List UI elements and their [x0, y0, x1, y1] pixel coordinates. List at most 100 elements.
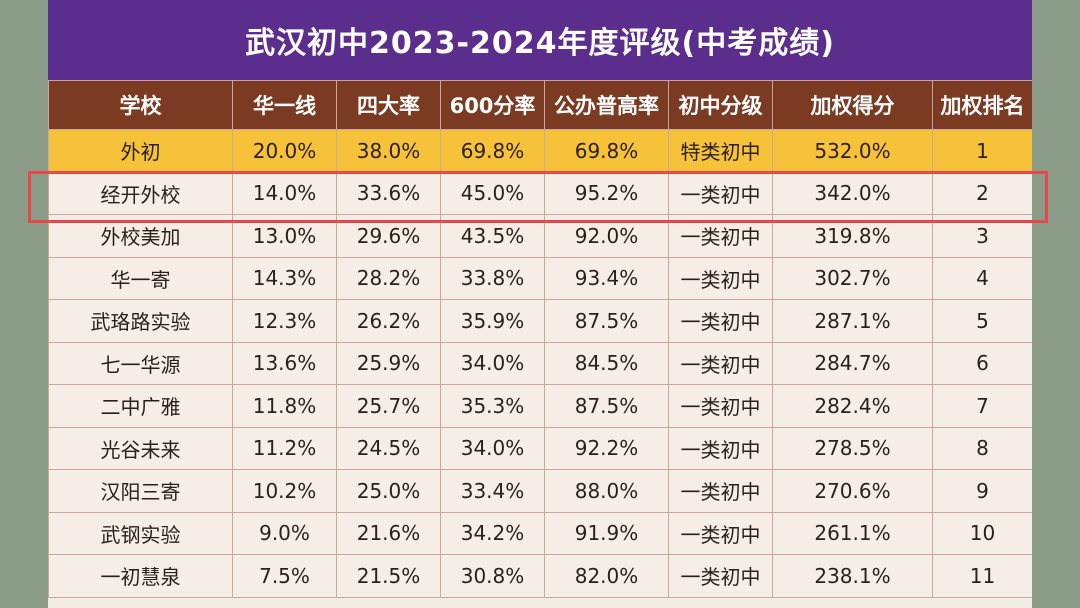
table-cell: 45.0% — [440, 171, 545, 215]
table-row: 二中广雅 11.8% 25.7% 35.3% 87.5% 一类初中 282.4% 7 — [48, 384, 1032, 428]
table-cell: 8 — [932, 426, 1032, 470]
table-cell: 20.0% — [232, 129, 337, 173]
table-cell: 一初慧泉 — [48, 554, 233, 598]
table-cell: 14.3% — [232, 256, 337, 300]
table-row: 经开外校 14.0% 33.6% 45.0% 95.2% 一类初中 342.0% 2 — [48, 171, 1032, 215]
column-header: 华一线 — [232, 80, 337, 130]
table-cell: 33.4% — [440, 469, 545, 513]
table-cell: 一类初中 — [668, 511, 773, 555]
table-row: 汉阳三寄 10.2% 25.0% 33.4% 88.0% 一类初中 270.6% 9 — [48, 469, 1032, 513]
table-cell: 12.3% — [232, 299, 337, 343]
table-cell: 69.8% — [440, 129, 545, 173]
column-header: 加权排名 — [932, 80, 1032, 130]
table-cell: 284.7% — [772, 341, 933, 385]
table-cell: 95.2% — [544, 171, 669, 215]
table-cell: 汉阳三寄 — [48, 469, 233, 513]
table-cell: 一类初中 — [668, 469, 773, 513]
table-cell: 一类初中 — [668, 256, 773, 300]
table-cell: 特类初中 — [668, 129, 773, 173]
table-cell: 华一寄 — [48, 256, 233, 300]
header-row: 学校 华一线 四大率 600分率 公办普高率 初中分级 加权得分 加权排名 — [48, 80, 1032, 130]
table-cell: 319.8% — [772, 214, 933, 258]
table-cell: 34.0% — [440, 426, 545, 470]
table-cell: 35.3% — [440, 384, 545, 428]
table-cell: 一类初中 — [668, 554, 773, 598]
table-cell: 14.0% — [232, 171, 337, 215]
table-cell: 9.0% — [232, 511, 337, 555]
table-cell: 270.6% — [772, 469, 933, 513]
table-cell: 一类初中 — [668, 341, 773, 385]
table-cell: 33.8% — [440, 256, 545, 300]
table-cell: 11.8% — [232, 384, 337, 428]
table-cell: 92.0% — [544, 214, 669, 258]
rating-table: 学校 华一线 四大率 600分率 公办普高率 初中分级 加权得分 加权排名 外初 20.0% 38… — [48, 80, 1032, 598]
table-cell: 10 — [932, 511, 1032, 555]
table-cell: 24.5% — [336, 426, 441, 470]
table-cell: 3 — [932, 214, 1032, 258]
table-cell: 武珞路实验 — [48, 299, 233, 343]
table-cell: 9 — [932, 469, 1032, 513]
table-cell: 91.9% — [544, 511, 669, 555]
table-row: 武钢实验 9.0% 21.6% 34.2% 91.9% 一类初中 261.1% 10 — [48, 511, 1032, 555]
table-cell: 532.0% — [772, 129, 933, 173]
table-cell: 43.5% — [440, 214, 545, 258]
table-cell: 7.5% — [232, 554, 337, 598]
table-cell: 7 — [932, 384, 1032, 428]
table-cell: 一类初中 — [668, 299, 773, 343]
table-cell: 34.0% — [440, 341, 545, 385]
table-cell: 10.2% — [232, 469, 337, 513]
table-cell: 278.5% — [772, 426, 933, 470]
table-cell: 七一华源 — [48, 341, 233, 385]
table-cell: 一类初中 — [668, 214, 773, 258]
table-cell: 238.1% — [772, 554, 933, 598]
table-cell: 一类初中 — [668, 171, 773, 215]
table-cell: 13.0% — [232, 214, 337, 258]
table-cell: 4 — [932, 256, 1032, 300]
table-cell: 88.0% — [544, 469, 669, 513]
table-cell: 二中广雅 — [48, 384, 233, 428]
table-cell: 13.6% — [232, 341, 337, 385]
table-cell: 84.5% — [544, 341, 669, 385]
table-cell: 34.2% — [440, 511, 545, 555]
table-cell: 5 — [932, 299, 1032, 343]
table-cell: 21.6% — [336, 511, 441, 555]
table-cell: 302.7% — [772, 256, 933, 300]
table-cell: 69.8% — [544, 129, 669, 173]
sheet-title: 武汉初中2023-2024年度评级(中考成绩) — [48, 0, 1032, 80]
table-cell: 25.0% — [336, 469, 441, 513]
table-cell: 25.9% — [336, 341, 441, 385]
table-row: 武珞路实验 12.3% 26.2% 35.9% 87.5% 一类初中 287.1% 5 — [48, 299, 1032, 343]
table-cell: 1 — [932, 129, 1032, 173]
table-cell: 11 — [932, 554, 1032, 598]
table-cell: 25.7% — [336, 384, 441, 428]
table-cell: 342.0% — [772, 171, 933, 215]
table-cell: 287.1% — [772, 299, 933, 343]
table-cell: 87.5% — [544, 299, 669, 343]
table-cell: 282.4% — [772, 384, 933, 428]
table-cell: 26.2% — [336, 299, 441, 343]
table-row: 外初 20.0% 38.0% 69.8% 69.8% 特类初中 532.0% 1 — [48, 129, 1032, 173]
table-cell: 38.0% — [336, 129, 441, 173]
table-row: 七一华源 13.6% 25.9% 34.0% 84.5% 一类初中 284.7% 6 — [48, 341, 1032, 385]
rating-sheet: 武汉初中2023-2024年度评级(中考成绩) 学校 华一线 四大率 600分率 公办普… — [48, 0, 1032, 608]
table-cell: 35.9% — [440, 299, 545, 343]
column-header: 四大率 — [336, 80, 441, 130]
table-body: 外初 20.0% 38.0% 69.8% 69.8% 特类初中 532.0% 1 经开外校 14.… — [48, 129, 1032, 598]
table-cell: 一类初中 — [668, 426, 773, 470]
table-cell: 82.0% — [544, 554, 669, 598]
table-cell: 28.2% — [336, 256, 441, 300]
table-cell: 261.1% — [772, 511, 933, 555]
table-cell: 外校美加 — [48, 214, 233, 258]
column-header: 600分率 — [440, 80, 545, 130]
table-cell: 21.5% — [336, 554, 441, 598]
column-header: 加权得分 — [772, 80, 933, 130]
table-cell: 30.8% — [440, 554, 545, 598]
table-cell: 武钢实验 — [48, 511, 233, 555]
table-row: 一初慧泉 7.5% 21.5% 30.8% 82.0% 一类初中 238.1% 11 — [48, 554, 1032, 598]
table-cell: 光谷未来 — [48, 426, 233, 470]
table-cell: 外初 — [48, 129, 233, 173]
table-cell: 一类初中 — [668, 384, 773, 428]
table-cell: 29.6% — [336, 214, 441, 258]
column-header: 公办普高率 — [544, 80, 669, 130]
